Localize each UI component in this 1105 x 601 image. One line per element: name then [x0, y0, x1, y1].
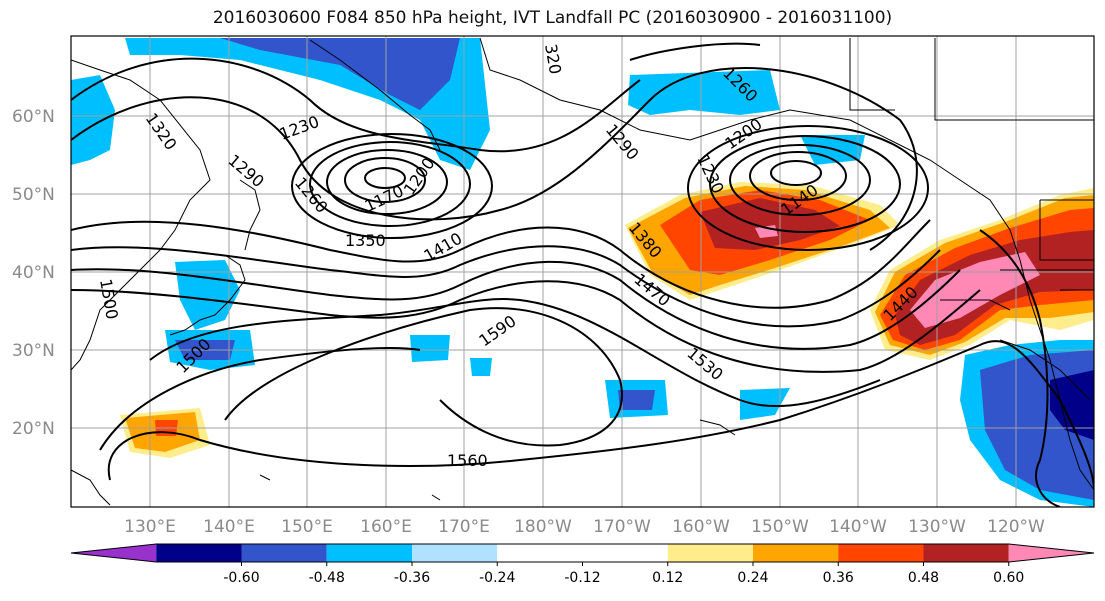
coastlines: [71, 37, 1094, 506]
colorbar-tick-label: 0.12: [652, 570, 683, 586]
map-title: 2016030600 F084 850 hPa height, IVT Land…: [212, 8, 893, 28]
negative-anomaly-region: [410, 335, 450, 362]
colorbar-tick-label: -0.36: [394, 570, 430, 586]
lat-label: 60°N: [12, 107, 55, 127]
latitude-labels: 60°N 50°N 40°N 30°N 20°N: [12, 107, 55, 439]
colorbar-tick-label: -0.48: [309, 570, 345, 586]
colorbar-segments: [70, 543, 1095, 563]
colorbar-segment: [241, 544, 327, 562]
colorbar-segment: [582, 544, 668, 562]
map-layers: 1320 1230 1290 1170 1200 1260 1350 1410 …: [71, 36, 1094, 507]
graticule: [71, 36, 1094, 507]
lon-label: 160°E: [360, 517, 412, 537]
colorbar-tick-label: 0.60: [993, 570, 1024, 586]
colorbar-segment: [923, 544, 1009, 562]
negative-anomaly-region: [618, 390, 655, 410]
colorbar-tick-label: -0.24: [479, 570, 515, 586]
height-contours: [71, 42, 1094, 507]
colorbar-segment: [1008, 544, 1094, 562]
negative-anomaly-region: [800, 135, 865, 165]
lon-label: 180°W: [514, 517, 572, 537]
colorbar-ticks: -0.60 -0.48 -0.36 -0.24 -0.12 0.12 0.24 0.36 0.4…: [223, 562, 1024, 586]
map-frame: [70, 35, 1095, 508]
longitude-labels: 130°E 140°E 150°E 160°E 170°E 180°W 170°…: [124, 517, 1045, 537]
negative-anomaly-region: [470, 358, 492, 376]
contour-label: 1560: [447, 451, 488, 470]
lon-label: 130°E: [124, 517, 176, 537]
colorbar-tick-label: 0.36: [823, 570, 854, 586]
negative-anomaly-region: [220, 38, 460, 110]
colorbar-segment: [497, 544, 583, 562]
contour-label: 1350: [345, 231, 386, 250]
colorbar-outline: [70, 543, 1095, 563]
colorbar-segment: [326, 544, 412, 562]
lon-label: 170°W: [593, 517, 651, 537]
colorbar-segment: [71, 544, 157, 562]
negative-anomaly-region: [1050, 370, 1094, 440]
lon-label: 150°W: [751, 517, 809, 537]
lon-label: 140°E: [203, 517, 255, 537]
lon-label: 130°W: [908, 517, 966, 537]
colorbar-tick-label: 0.48: [908, 570, 939, 586]
colorbar-segment: [412, 544, 498, 562]
colorbar-tick-label: -0.12: [564, 570, 600, 586]
negative-anomaly-region: [175, 260, 240, 330]
lat-label: 20°N: [12, 419, 55, 439]
positive-anomaly-region: [910, 252, 1040, 328]
lon-label: 120°W: [987, 517, 1045, 537]
colorbar-segment: [667, 544, 753, 562]
colorbar-segment: [156, 544, 242, 562]
lon-label: 140°W: [829, 517, 887, 537]
negative-anomaly-region: [740, 388, 790, 420]
lat-label: 50°N: [12, 185, 55, 205]
colorbar-segment: [753, 544, 839, 562]
colorbar: -0.60 -0.48 -0.36 -0.24 -0.12 0.12 0.24 0.36 0.4…: [70, 543, 1095, 586]
lat-label: 40°N: [12, 263, 55, 283]
lon-label: 160°W: [672, 517, 730, 537]
lon-label: 170°E: [438, 517, 490, 537]
colorbar-segment: [838, 544, 924, 562]
colorbar-tick-label: 0.24: [737, 570, 768, 586]
lat-label: 30°N: [12, 341, 55, 361]
colorbar-tick-label: -0.60: [223, 570, 259, 586]
negative-anomaly-region: [628, 70, 780, 115]
lon-label: 150°E: [281, 517, 333, 537]
negative-anomaly-region: [71, 75, 115, 165]
